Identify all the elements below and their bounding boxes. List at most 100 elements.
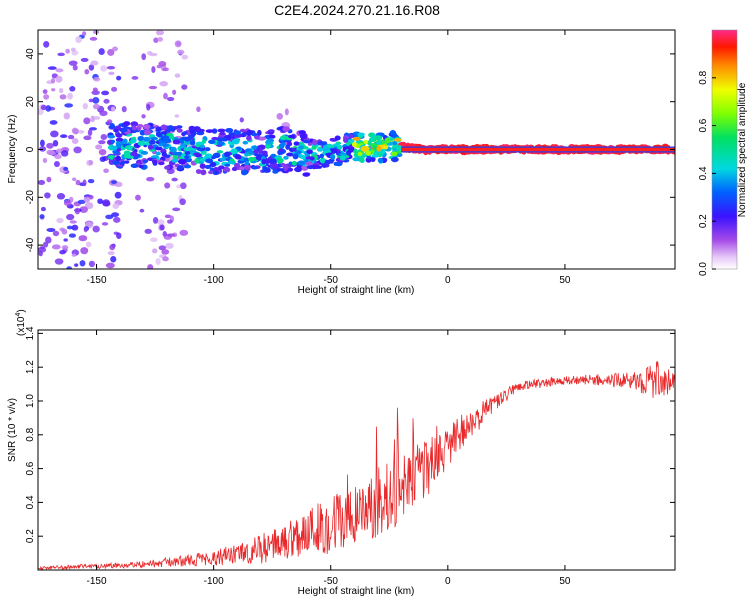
spectrogram-point — [68, 60, 78, 66]
spectrogram-point — [121, 105, 127, 113]
spectrogram-point — [267, 129, 275, 133]
spectrogram-point — [112, 203, 120, 209]
spectrogram-point — [46, 142, 54, 149]
figure-title: C2E4.2024.270.21.16.R08 — [274, 2, 440, 18]
spectrogram-point — [295, 150, 302, 155]
spectrogram-point — [93, 77, 101, 82]
spectrogram-point — [288, 134, 296, 139]
spectrogram-point — [319, 157, 326, 164]
spectrogram-point — [82, 102, 88, 110]
spectrogram-point — [59, 250, 66, 255]
spectrogram-point — [112, 46, 118, 52]
spectrogram-point — [54, 258, 64, 265]
spectrogram-point — [244, 161, 250, 167]
spectrogram-point — [59, 94, 67, 100]
spectrogram-point — [317, 165, 322, 169]
spectrogram-point — [152, 248, 158, 254]
snr-exponent-label: (x104) — [15, 309, 27, 336]
spectrogram-point — [111, 180, 117, 184]
spectrogram-point — [176, 184, 181, 189]
spectrogram-point — [231, 166, 238, 172]
spectrogram-point — [52, 230, 60, 237]
spectrogram-point — [264, 143, 271, 149]
spectrogram-point — [365, 150, 372, 156]
spectrogram-point — [301, 164, 309, 171]
spectrogram-point — [98, 148, 107, 156]
spectrogram-point — [101, 90, 110, 96]
spectrogram-ridge — [400, 147, 675, 152]
snr-xtick-label: 50 — [559, 576, 571, 587]
spectrogram-point — [83, 226, 88, 233]
spectrogram-point — [155, 146, 163, 151]
spectrogram-point — [162, 67, 169, 72]
spectrogram-point — [113, 128, 119, 133]
spectrogram-point — [272, 169, 279, 174]
spectrogram-point — [177, 49, 185, 55]
spectrogram-point — [180, 182, 187, 190]
spectrogram-point — [144, 228, 152, 234]
spectrogram-point — [50, 130, 59, 138]
snr-xtick-label: -100 — [204, 576, 224, 587]
spectrogram-point — [246, 131, 252, 137]
spectrogram-point — [67, 92, 73, 100]
spectrogram-point — [95, 144, 103, 150]
spectrogram-point — [139, 129, 146, 136]
spectrogram-point — [151, 159, 158, 164]
spectrogram-point — [130, 163, 139, 169]
spectrogram-point — [71, 127, 79, 134]
spectrogram-point — [235, 134, 242, 138]
spectrogram-point — [54, 153, 62, 160]
spectrogram-point — [165, 242, 174, 249]
spectrogram-point — [88, 160, 94, 166]
spectrogram-point — [71, 138, 79, 145]
snr-xtick-label: 0 — [445, 576, 451, 587]
colorbar-tick-label: 0.4 — [698, 166, 709, 180]
spectrogram-point — [56, 192, 66, 200]
spectrogram-point — [110, 256, 117, 263]
spectrogram-point — [38, 250, 43, 257]
spectrogram-point — [384, 137, 391, 144]
colorbar-label: Normalized spectral amplitude — [737, 82, 748, 217]
colorbar-tick-label: 0.0 — [698, 262, 709, 276]
spectrogram-point — [99, 156, 106, 162]
spectrogram-point — [395, 150, 402, 154]
spectrogram-point — [159, 81, 169, 87]
spectrogram-point — [214, 170, 220, 175]
snr-xlabel: Height of straight line (km) — [298, 586, 415, 597]
spectrogram-ytick-label: -40 — [25, 237, 36, 252]
spectrogram-point — [155, 126, 162, 132]
spectrogram-point — [377, 157, 384, 163]
spectrogram-point — [393, 138, 402, 142]
spectrogram-point — [116, 232, 122, 239]
spectrogram-point — [88, 98, 94, 103]
spectrogram-point — [161, 124, 167, 131]
spectrogram-point — [42, 157, 48, 164]
snr-frame — [37, 329, 676, 571]
spectrogram-point — [44, 192, 51, 199]
spectrogram-point — [171, 158, 179, 163]
spectrogram-point — [56, 217, 64, 224]
spectrogram-point — [136, 123, 144, 128]
snr-ytick-label: 1.2 — [25, 360, 36, 374]
spectrogram-point — [348, 148, 354, 153]
spectrogram-point — [283, 155, 289, 160]
spectrogram-point — [269, 134, 276, 139]
spectrogram-point — [234, 154, 242, 160]
spectrogram-point — [149, 139, 156, 145]
snr-series-line — [38, 361, 675, 570]
spectrogram-point — [307, 142, 313, 146]
spectrogram-point — [313, 164, 319, 169]
spectrogram-point — [69, 220, 77, 224]
spectrogram-point — [105, 262, 115, 269]
spectrogram-point — [78, 130, 85, 134]
spectrogram-point — [88, 260, 95, 268]
spectrogram-point — [150, 237, 158, 242]
spectrogram-point — [253, 149, 259, 154]
spectrogram-ytick-label: 40 — [25, 48, 36, 60]
spectrogram-point — [71, 224, 79, 231]
spectrogram-point — [352, 136, 361, 141]
spectrogram-point — [98, 140, 106, 145]
spectrogram-point — [38, 179, 46, 186]
spectrogram-point — [179, 229, 189, 236]
